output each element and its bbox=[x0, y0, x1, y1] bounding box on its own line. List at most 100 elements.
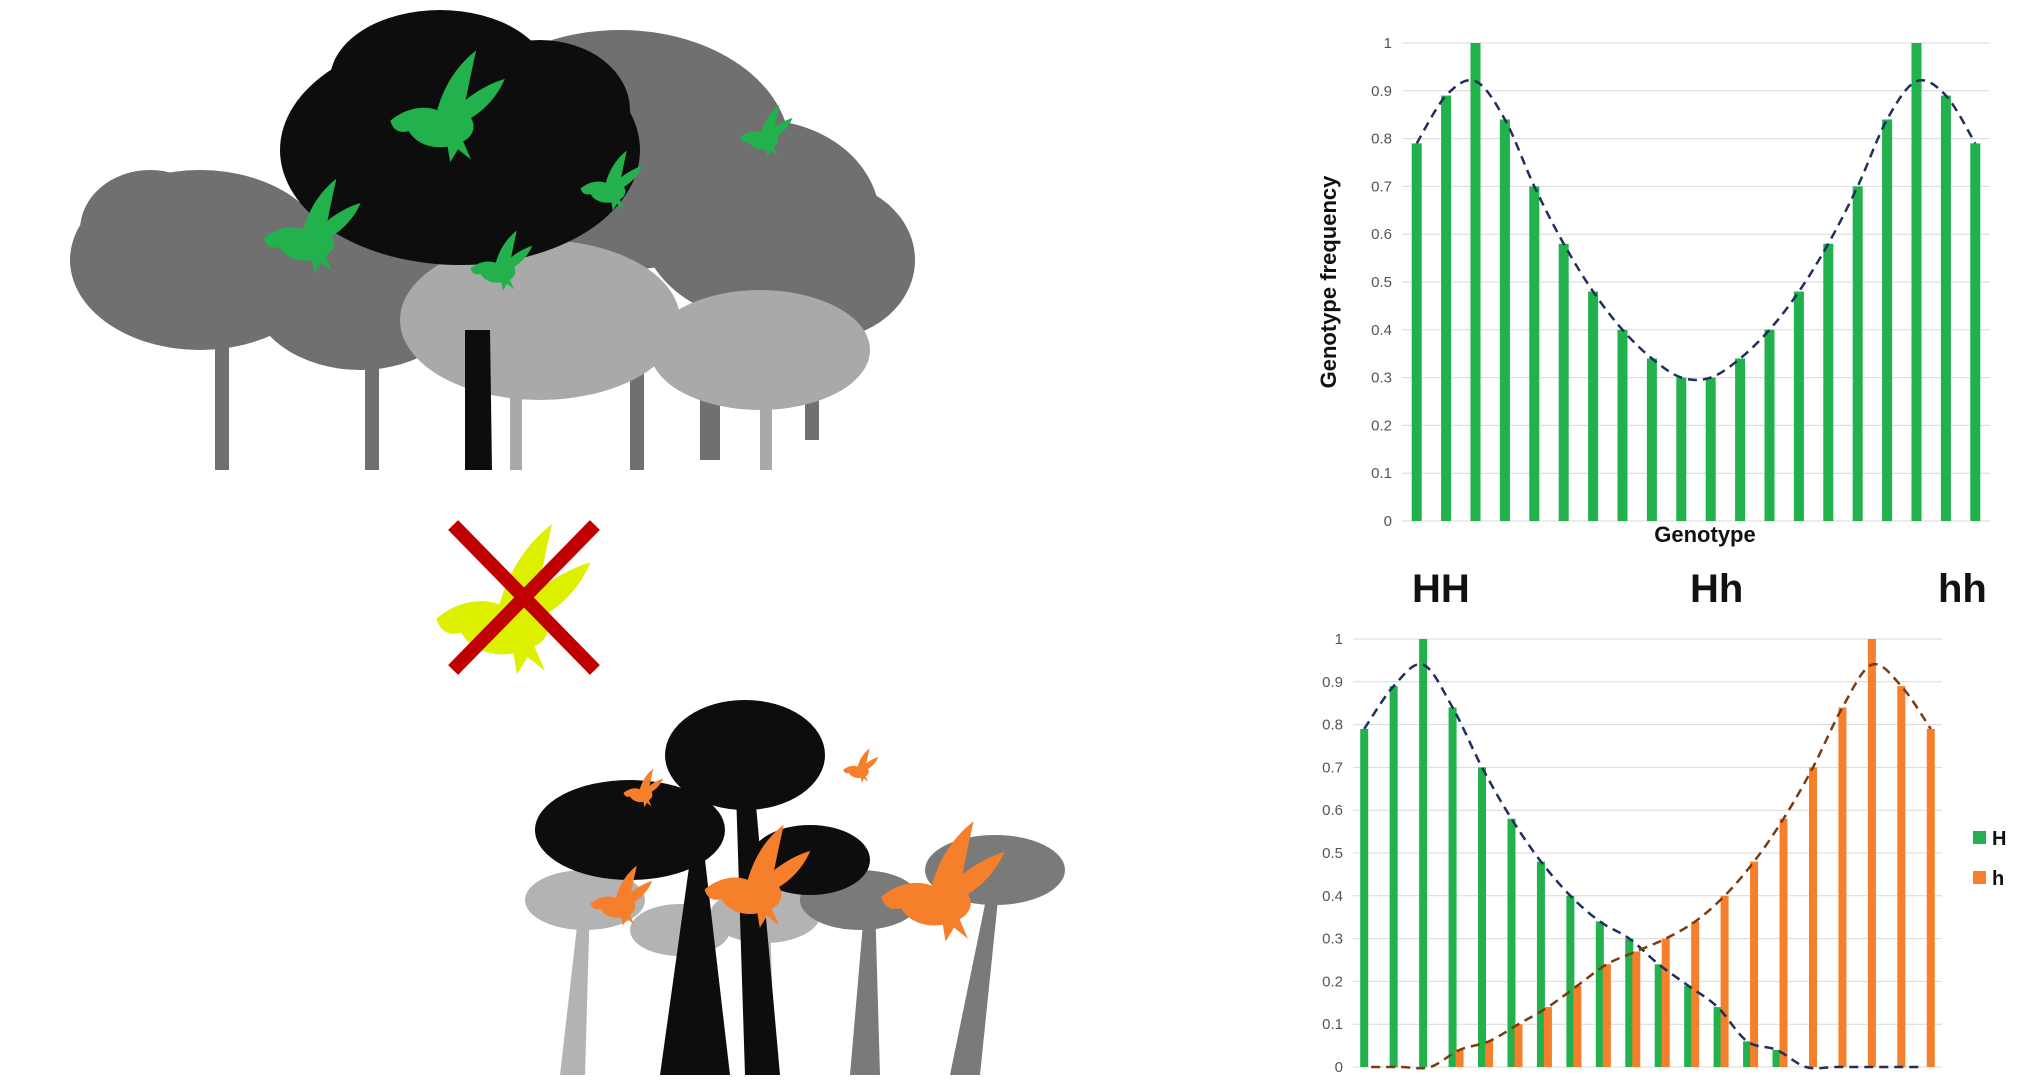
legend: H h bbox=[1973, 828, 2006, 890]
deciduous-forest-icon bbox=[70, 10, 915, 470]
hybrid-bird-icon bbox=[436, 520, 600, 675]
bar bbox=[1691, 921, 1700, 1067]
bar bbox=[1661, 938, 1670, 1067]
y-tick-label: 0.7 bbox=[1371, 178, 1392, 195]
legend-label-H: H bbox=[1992, 828, 2006, 850]
bar bbox=[1823, 243, 1834, 521]
bar bbox=[1911, 43, 1922, 521]
y-tick-label: 1 bbox=[1335, 631, 1343, 648]
bar bbox=[1529, 186, 1540, 521]
y-tick-label: 0 bbox=[1384, 513, 1392, 530]
bar bbox=[1764, 329, 1775, 521]
bar bbox=[1617, 329, 1628, 521]
bar bbox=[1499, 119, 1510, 521]
legend-swatch-H bbox=[1973, 831, 1986, 844]
genotype-label-HH: HH bbox=[1412, 567, 1470, 610]
y-axis-tick-labels: 0 0.1 0.2 0.3 0.4 0.5 0.6 0.7 0.8 0.9 1 bbox=[1322, 631, 1343, 1076]
legend-item-h: h bbox=[1973, 868, 2004, 890]
bar bbox=[1478, 767, 1487, 1067]
bar bbox=[1602, 964, 1611, 1067]
bar bbox=[1793, 291, 1804, 521]
legend-item-H: H bbox=[1973, 828, 2006, 850]
bar bbox=[1654, 964, 1663, 1067]
y-axis-tick-labels: 0 0.1 0.2 0.3 0.4 0.5 0.6 0.7 0.8 0.9 1 bbox=[1371, 35, 1392, 530]
bar bbox=[1573, 985, 1582, 1067]
bar bbox=[1507, 818, 1516, 1067]
bars-series bbox=[1411, 43, 1981, 521]
y-tick-label: 0.4 bbox=[1371, 322, 1392, 339]
bar bbox=[1419, 639, 1428, 1067]
bar bbox=[1867, 639, 1876, 1067]
y-tick-label: 0 bbox=[1335, 1059, 1343, 1076]
bar bbox=[1588, 291, 1599, 521]
chart-gridlines bbox=[1353, 638, 1942, 1068]
y-tick-label: 0.6 bbox=[1322, 802, 1343, 819]
bar bbox=[1926, 728, 1935, 1067]
bar bbox=[1705, 377, 1716, 521]
y-axis-title: Genotype frequency bbox=[1316, 175, 1341, 388]
bar bbox=[1360, 728, 1369, 1067]
y-tick-label: 0.6 bbox=[1371, 226, 1392, 243]
bar bbox=[1735, 358, 1746, 521]
bar bbox=[1558, 243, 1569, 521]
bar bbox=[1514, 1024, 1523, 1067]
y-tick-label: 0.2 bbox=[1322, 973, 1343, 990]
bar bbox=[1566, 895, 1575, 1067]
y-tick-label: 0.8 bbox=[1371, 131, 1392, 148]
genotype-label-Hh: Hh bbox=[1690, 567, 1743, 610]
genotype-frequency-chart: 0 0.1 0.2 0.3 0.4 0.5 0.6 0.7 0.8 0.9 1 Genotype f… bbox=[1316, 35, 1990, 610]
bar bbox=[1448, 707, 1457, 1067]
bar bbox=[1470, 43, 1481, 521]
x-axis-title: Genotype bbox=[1654, 522, 1755, 547]
y-tick-label: 0.1 bbox=[1322, 1016, 1343, 1033]
bar bbox=[1632, 951, 1641, 1067]
allele-frequency-chart: 0 0.1 0.2 0.3 0.4 0.5 0.6 0.7 0.8 0.9 1 H h bbox=[1322, 631, 2006, 1076]
trend-curve bbox=[1415, 79, 1977, 382]
bar bbox=[1485, 1041, 1494, 1067]
y-tick-label: 0.9 bbox=[1322, 674, 1343, 691]
bars-series bbox=[1360, 639, 1935, 1067]
palm-forest-icon bbox=[525, 700, 1065, 1075]
bar bbox=[1838, 707, 1847, 1067]
y-tick-label: 1 bbox=[1384, 35, 1392, 52]
bar bbox=[1772, 1049, 1781, 1067]
y-tick-label: 0.5 bbox=[1371, 274, 1392, 291]
bar bbox=[1897, 686, 1906, 1067]
red-cross-icon bbox=[448, 520, 600, 675]
bar bbox=[1743, 1041, 1752, 1067]
bar bbox=[1543, 1007, 1552, 1067]
bar bbox=[1646, 358, 1657, 521]
bar bbox=[1411, 143, 1422, 521]
legend-swatch-h bbox=[1973, 871, 1986, 884]
bar bbox=[1625, 938, 1634, 1067]
bar bbox=[1882, 119, 1893, 521]
y-tick-label: 0.3 bbox=[1322, 931, 1343, 948]
bar bbox=[1750, 861, 1759, 1067]
bar bbox=[1676, 377, 1687, 521]
y-tick-label: 0.7 bbox=[1322, 759, 1343, 776]
bar bbox=[1441, 95, 1452, 521]
y-tick-label: 0.4 bbox=[1322, 888, 1343, 905]
y-tick-label: 0.8 bbox=[1322, 717, 1343, 734]
bar bbox=[1684, 985, 1693, 1067]
bar bbox=[1970, 143, 1981, 521]
bar bbox=[1852, 186, 1863, 521]
bar bbox=[1779, 818, 1788, 1067]
genotype-label-hh: hh bbox=[1938, 567, 1987, 610]
bar bbox=[1389, 686, 1398, 1067]
bar bbox=[1595, 921, 1604, 1067]
y-tick-label: 0.5 bbox=[1322, 845, 1343, 862]
bar bbox=[1536, 861, 1545, 1067]
trend-curve-h bbox=[1371, 662, 1932, 1070]
y-tick-label: 0.3 bbox=[1371, 370, 1392, 387]
bar bbox=[1455, 1049, 1464, 1067]
legend-label-h: h bbox=[1992, 868, 2004, 890]
bar bbox=[1808, 767, 1817, 1067]
bar bbox=[1713, 1007, 1722, 1067]
bar bbox=[1940, 95, 1951, 521]
bar bbox=[1720, 895, 1729, 1067]
y-tick-label: 0.1 bbox=[1371, 465, 1392, 482]
y-tick-label: 0.2 bbox=[1371, 417, 1392, 434]
y-tick-label: 0.9 bbox=[1371, 83, 1392, 100]
